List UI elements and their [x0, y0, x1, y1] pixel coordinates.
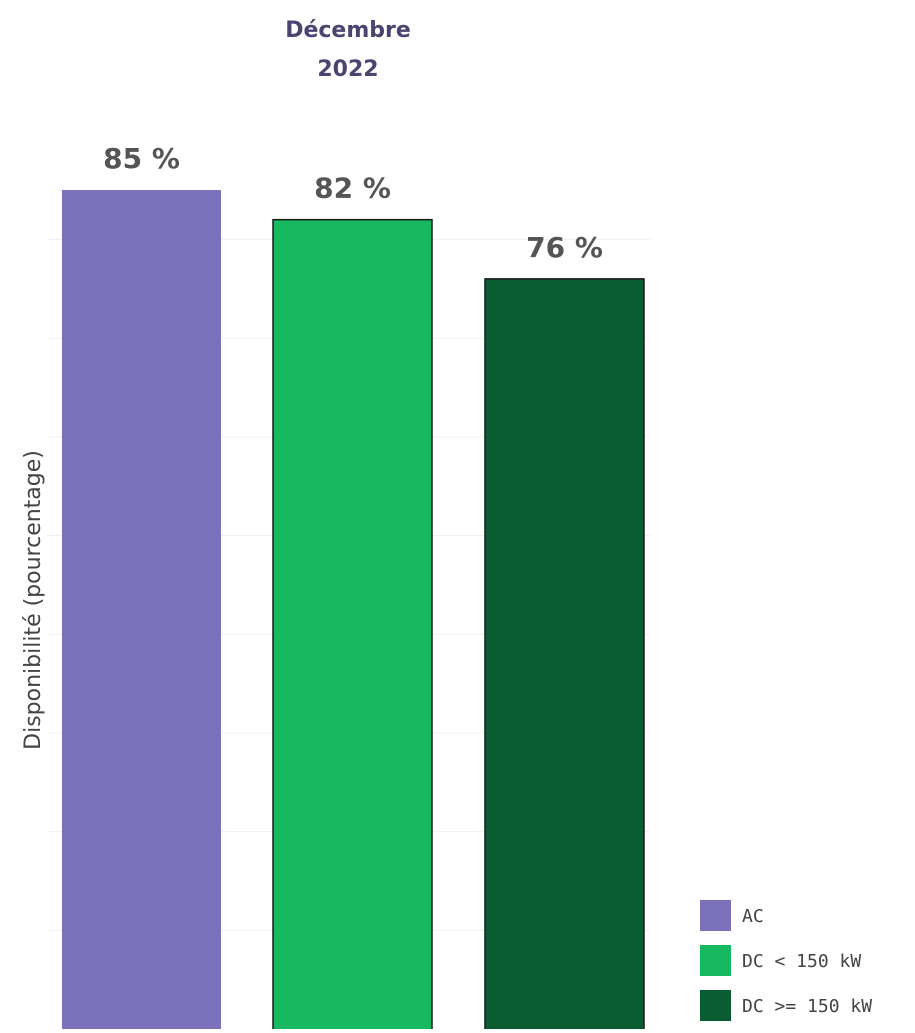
value-label-dc-150-kw: 82 %	[314, 172, 391, 205]
bar-dc-150-kw	[484, 278, 645, 1032]
bar-ac	[62, 190, 221, 1032]
legend-swatch-dc-150-kw	[700, 990, 731, 1021]
chart-title-line-1: Décembre	[285, 18, 411, 43]
value-labels: 85 % 82 % 76 %	[103, 142, 603, 264]
legend: AC DC < 150 kW DC >= 150 kW	[700, 900, 872, 1021]
legend-label-dc-150-kw: DC >= 150 kW	[742, 996, 872, 1017]
legend-label-ac: AC	[742, 906, 764, 927]
value-label-ac: 85 %	[103, 142, 180, 175]
legend-swatch-dc-150-kw	[700, 945, 731, 976]
legend-swatch-ac	[700, 900, 731, 931]
chart-title-line-2: 2022	[317, 57, 378, 82]
legend-label-dc-150-kw: DC < 150 kW	[742, 951, 861, 972]
y-axis-label: Disponibilité (pourcentage)	[21, 450, 46, 750]
value-label-dc-150-kw: 76 %	[526, 231, 603, 264]
bars	[62, 190, 645, 1032]
bar-dc-150-kw	[272, 218, 433, 1032]
